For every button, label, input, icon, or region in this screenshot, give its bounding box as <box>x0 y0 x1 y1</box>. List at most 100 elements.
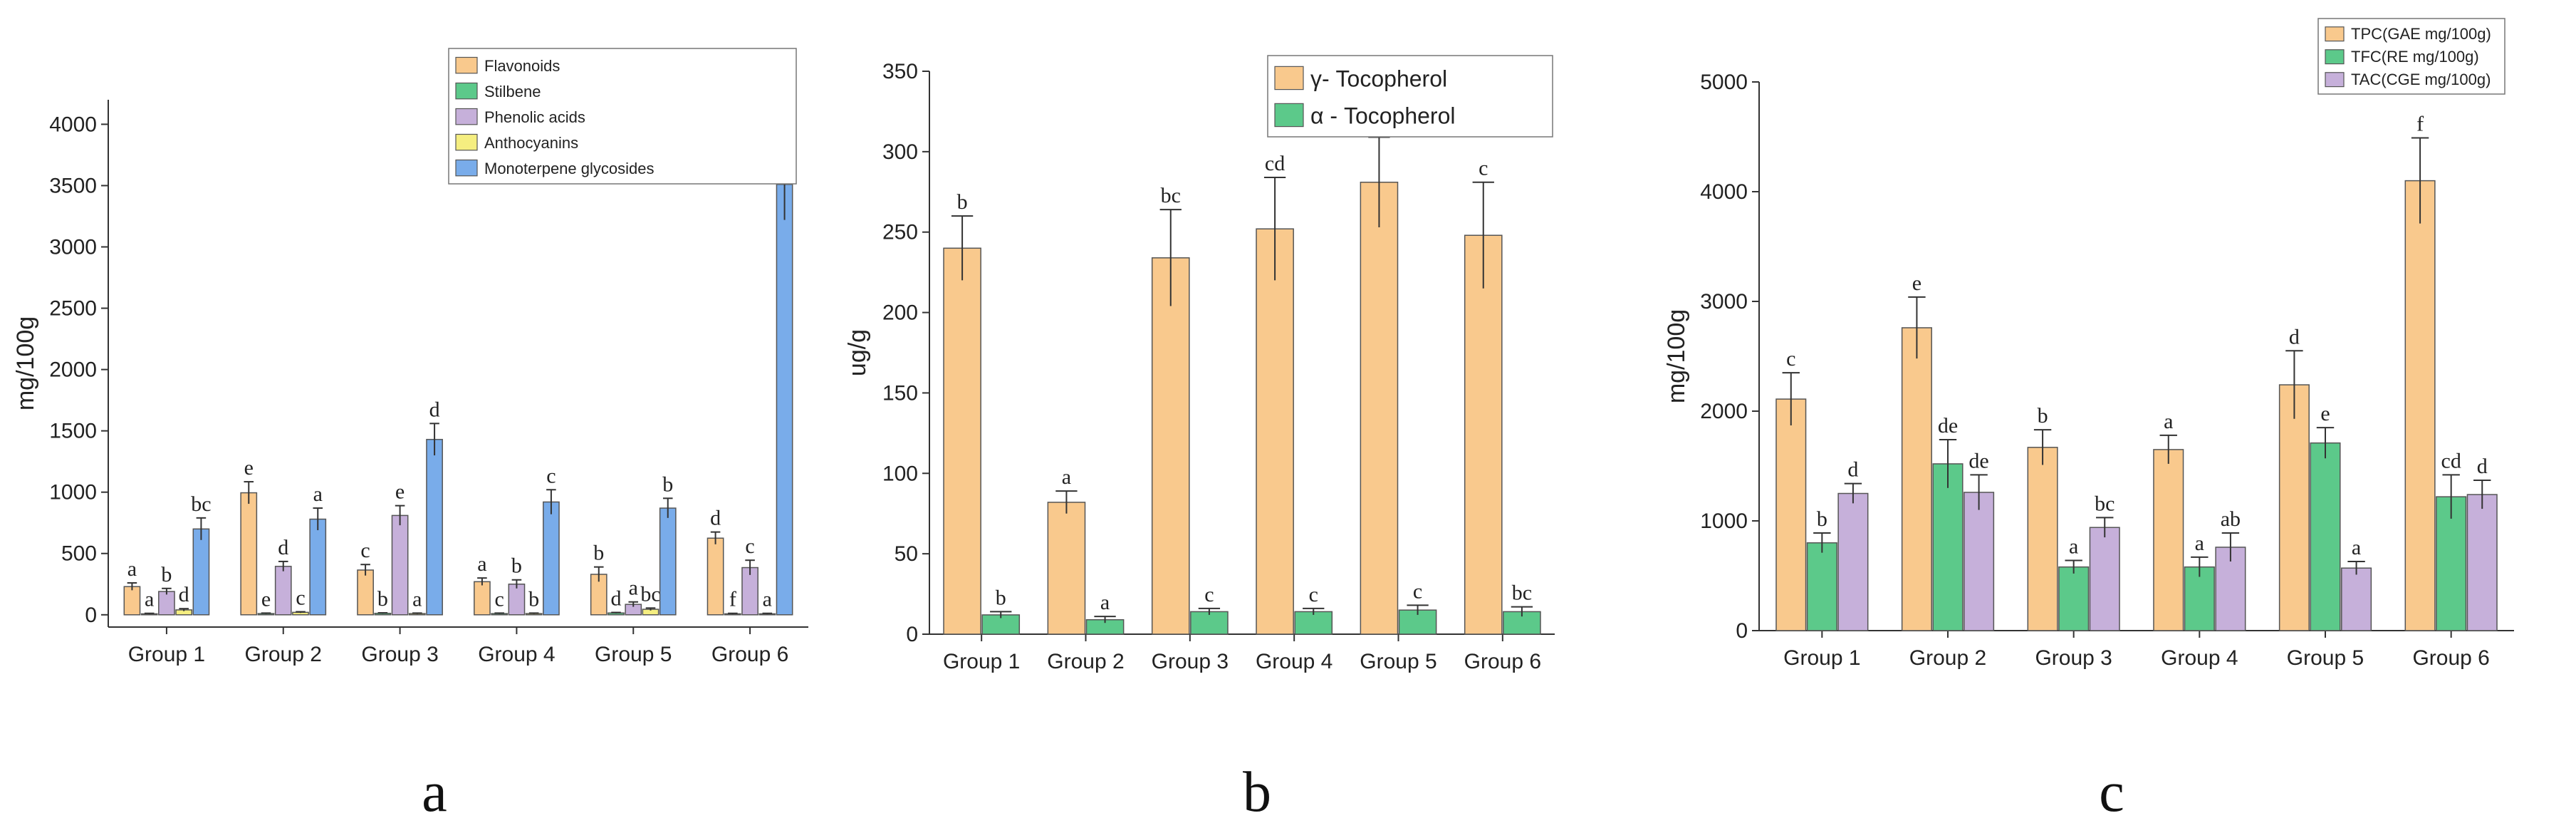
bar-monoterpene-glycosides <box>426 438 443 616</box>
significance-letter: b <box>957 190 968 214</box>
significance-letter: de <box>1968 449 1988 472</box>
y-tick-label: 50 <box>895 542 918 566</box>
x-tick-label-group-4: Group 4 <box>1256 650 1333 673</box>
y-tick-label: 0 <box>1736 619 1748 643</box>
legend-label-phenolic-acids: Phenolic acids <box>484 108 585 126</box>
legend-box <box>448 48 797 185</box>
x-tick-label-group-2: Group 2 <box>1909 646 1986 670</box>
chart-b: b 0 50 100 150 200 250 300 350 ug/g Group 1 Group … <box>844 55 1555 824</box>
y-axis-title: mg/100g <box>12 316 39 410</box>
y-tick-label: 5000 <box>1700 71 1748 94</box>
significance-letter: a <box>2164 410 2173 433</box>
significance-letter: b <box>161 563 172 586</box>
bar-tac-cge-mg-100g <box>1964 492 1995 631</box>
significance-letter: a <box>477 552 486 576</box>
significance-letter: d <box>1847 458 1858 482</box>
x-tick-label-group-2: Group 2 <box>1047 650 1124 673</box>
significance-letter: d <box>710 507 721 530</box>
bar-phenolic-acids <box>391 514 409 616</box>
bar-tac-cge-mg-100g <box>1837 492 1869 631</box>
significance-letter: b <box>511 554 522 578</box>
significance-letter: e <box>2320 402 2330 425</box>
x-tick-label-group-6: Group 6 <box>711 643 788 666</box>
significance-letter: bc <box>2095 492 2114 515</box>
significance-letter: a <box>2069 534 2078 558</box>
significance-letter: d <box>2289 325 2300 348</box>
significance-letter: a <box>1100 591 1110 614</box>
bar-tocopherol <box>1047 502 1086 635</box>
legend-label-tac-cge-mg-100g: TAC(CGE mg/100g) <box>2351 71 2491 88</box>
significance-letter: b <box>528 587 539 611</box>
y-tick-label: 1000 <box>1700 509 1748 533</box>
y-tick-label: 3500 <box>49 174 97 197</box>
significance-letter: a <box>127 557 137 581</box>
significance-letter: a <box>313 482 323 506</box>
y-axis-title: ug/g <box>844 329 871 376</box>
significance-letter: f <box>2416 113 2424 136</box>
legend-swatch-monoterpene-glycosides <box>455 159 478 177</box>
panel-label-a: a <box>422 761 447 824</box>
significance-letter: b <box>377 587 388 611</box>
legend-swatch-tpc-gae-mg-100g <box>2325 26 2345 42</box>
x-tick-label-group-4: Group 4 <box>2161 646 2238 670</box>
x-tick-label-group-1: Group 1 <box>1783 646 1860 670</box>
y-tick-label: 1500 <box>49 420 97 443</box>
significance-letter: d <box>179 583 189 606</box>
significance-letter: ab <box>2221 507 2241 531</box>
y-tick-label: 350 <box>882 60 918 83</box>
panel-label-c: c <box>2099 761 2124 824</box>
significance-letter: cd <box>1265 152 1285 175</box>
legend-label-tocopherol: α - Tocopherol <box>1310 103 1455 128</box>
bar-tfc-re-mg-100g <box>2184 566 2215 631</box>
legend-swatch-flavonoids <box>455 56 478 74</box>
bar-tocopherol <box>943 247 981 635</box>
bar-monoterpene-glycosides <box>192 528 210 616</box>
significance-letter: cd <box>2441 449 2461 472</box>
x-tick-label-group-5: Group 5 <box>1360 650 1436 673</box>
significance-letter: d <box>611 587 622 611</box>
bar-tocopherol <box>1464 234 1503 635</box>
y-tick-label: 4000 <box>1700 180 1748 204</box>
x-tick-label-group-1: Group 1 <box>943 650 1020 673</box>
significance-letter: bc <box>1512 581 1532 605</box>
significance-letter: d <box>2477 455 2488 478</box>
significance-letter: a <box>2195 532 2204 555</box>
y-tick-label: 100 <box>882 462 918 485</box>
y-tick-label: 2000 <box>1700 400 1748 423</box>
y-tick-label: 4000 <box>49 113 97 136</box>
x-tick-label-group-6: Group 6 <box>2412 646 2489 670</box>
significance-letter: c <box>360 539 370 562</box>
x-tick-label-group-3: Group 3 <box>361 643 438 666</box>
legend-label-anthocyanins: Anthocyanins <box>484 134 578 152</box>
bar-tpc-gae-mg-100g <box>1901 327 1932 631</box>
significance-letter: a <box>145 588 154 611</box>
legend-swatch-tocopherol <box>1274 66 1304 90</box>
significance-letter: e <box>395 480 405 504</box>
legend-box <box>2317 18 2505 95</box>
significance-letter: c <box>296 586 305 609</box>
legend-swatch-tac-cge-mg-100g <box>2325 72 2345 88</box>
bar-tocopherol <box>1190 611 1229 635</box>
significance-letter: c <box>1413 579 1422 603</box>
significance-letter: c <box>1479 157 1488 180</box>
y-tick-label: 1000 <box>49 481 97 504</box>
y-tick-label: 0 <box>85 604 97 627</box>
significance-letter: a <box>1062 465 1071 489</box>
bar-flavonoids <box>240 492 258 616</box>
y-tick-label: 250 <box>882 221 918 244</box>
significance-letter: c <box>1204 583 1214 606</box>
legend-box <box>1267 55 1553 138</box>
y-tick-label: 150 <box>882 381 918 405</box>
significance-letter: b <box>593 542 604 565</box>
significance-letter: c <box>1786 347 1795 371</box>
significance-letter: e <box>261 587 271 611</box>
bar-flavonoids <box>706 537 724 616</box>
bar-monoterpene-glycosides <box>659 507 677 616</box>
significance-letter: e <box>1912 271 1921 295</box>
significance-letter: e <box>244 456 254 480</box>
bar-tpc-gae-mg-100g <box>2153 449 2184 631</box>
legend-swatch-phenolic-acids <box>455 108 478 125</box>
legend-label-tpc-gae-mg-100g: TPC(GAE mg/100g) <box>2351 25 2491 43</box>
significance-letter: c <box>1309 583 1318 606</box>
bar-tac-cge-mg-100g <box>2089 527 2120 631</box>
